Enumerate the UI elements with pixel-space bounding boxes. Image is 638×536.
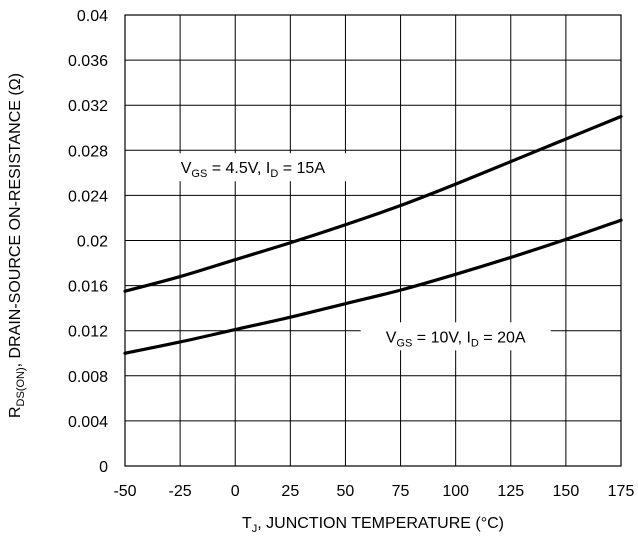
- y-axis-label: RDS(ON), DRAIN-SOURCE ON-RESISTANCE (Ω): [7, 73, 27, 418]
- x-axis-label: TJ, JUNCTION TEMPERATURE (°C): [242, 515, 504, 535]
- annotation-background: [360, 322, 551, 351]
- series-line-2: [123, 218, 623, 355]
- y-tick-label: 0.004: [68, 414, 108, 431]
- annotation-text: = 4.5V,: [207, 160, 266, 177]
- y-axis-label-main: R: [7, 406, 24, 418]
- plot-frame: [124, 14, 622, 467]
- y-axis-label-sub: DS(ON): [15, 367, 27, 406]
- y-tick-label: 0.036: [68, 53, 108, 70]
- y-tick-label: 0.02: [77, 234, 108, 251]
- annotation-background: [157, 153, 348, 182]
- x-tick-label: 75: [392, 483, 410, 500]
- annotation-text: I: [466, 329, 470, 346]
- annotation-text: V: [181, 160, 192, 177]
- x-tick-label: 100: [442, 483, 469, 500]
- y-axis-label-rest: , DRAIN-SOURCE ON-RESISTANCE (Ω): [7, 73, 24, 367]
- x-tick-label: -50: [113, 483, 136, 500]
- annotation-text: V: [386, 329, 397, 346]
- x-tick-label: 150: [553, 483, 580, 500]
- annotation-subscript: GS: [191, 168, 207, 180]
- x-tick-label: 175: [608, 483, 635, 500]
- grid: [124, 14, 622, 467]
- y-tick-label: 0.016: [68, 279, 108, 296]
- x-tick-label: 125: [497, 483, 524, 500]
- x-axis-label-main: T: [242, 515, 252, 532]
- y-tick-label: 0.04: [77, 8, 108, 25]
- x-axis-ticks: -50 -25 0 25 50 75 100 125 150 175: [113, 483, 634, 500]
- x-tick-label: 50: [337, 483, 355, 500]
- y-tick-label: 0.024: [68, 188, 108, 205]
- x-axis-label-rest: , JUNCTION TEMPERATURE (°C): [257, 515, 504, 532]
- x-tick-label: -25: [169, 483, 192, 500]
- annotation-text: I: [266, 160, 270, 177]
- annotation-subscript: GS: [396, 337, 412, 349]
- annotation-text: = 15A: [278, 160, 325, 177]
- y-tick-label: 0.028: [68, 143, 108, 160]
- x-axis-label-sub: J: [252, 523, 258, 535]
- annotation-subscript: D: [471, 337, 479, 349]
- y-tick-label: 0.012: [68, 324, 108, 341]
- y-tick-label: 0: [99, 459, 108, 476]
- annotation-label-1: VGS = 4.5V, ID = 15A: [181, 160, 326, 180]
- series-line-1: [123, 114, 623, 293]
- x-tick-label: 0: [231, 483, 240, 500]
- y-tick-label: 0.032: [68, 98, 108, 115]
- x-tick-label: 25: [281, 483, 299, 500]
- annotation-text: = 10V,: [412, 329, 466, 346]
- annotation-subscript: D: [270, 168, 278, 180]
- y-tick-label: 0.008: [68, 369, 108, 386]
- y-axis-ticks: 0 0.004 0.008 0.012 0.016 0.02 0.024 0.028 0.032…: [68, 8, 108, 476]
- series-group: [123, 114, 623, 355]
- annotation-text: = 20A: [479, 329, 526, 346]
- annotation-label-2: VGS = 10V, ID = 20A: [386, 329, 526, 349]
